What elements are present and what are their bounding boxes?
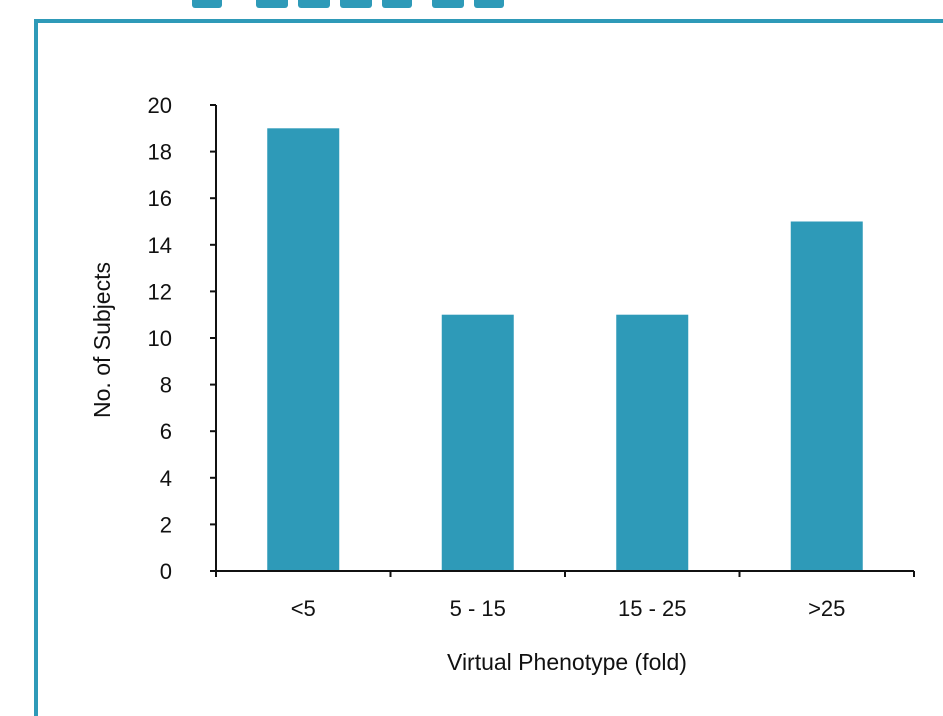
x-tick-label: <5 [291,596,316,621]
bar [267,128,340,572]
y-axis-title: No. of Subjects [89,262,115,418]
y-tick-label: 6 [160,419,172,444]
x-axis-title: Virtual Phenotype (fold) [447,649,687,675]
bars [267,128,863,572]
y-tick-label: 18 [148,140,172,165]
x-tick-label: 5 - 15 [450,596,506,621]
y-tick-label: 16 [148,186,172,211]
x-axis-tick-labels: <5 5 - 15 15 - 25 >25 [291,596,846,621]
y-axis-ticks: 0 2 4 6 8 10 12 14 16 18 20 [148,93,216,584]
y-tick-label: 14 [148,233,172,258]
header-title-remnant [0,0,943,16]
x-tick-label: 15 - 25 [618,596,687,621]
y-tick-label: 10 [148,326,172,351]
y-tick-label: 12 [148,279,172,304]
bar [616,314,689,571]
bar [790,221,863,571]
y-tick-label: 8 [160,373,172,398]
bar [441,314,514,571]
content-frame [34,19,943,716]
y-tick-label: 4 [160,466,172,491]
x-axis-ticks [215,571,915,577]
y-tick-label: 2 [160,512,172,537]
y-tick-label: 0 [160,559,172,584]
x-tick-label: >25 [808,596,845,621]
y-tick-label: 20 [148,93,172,118]
